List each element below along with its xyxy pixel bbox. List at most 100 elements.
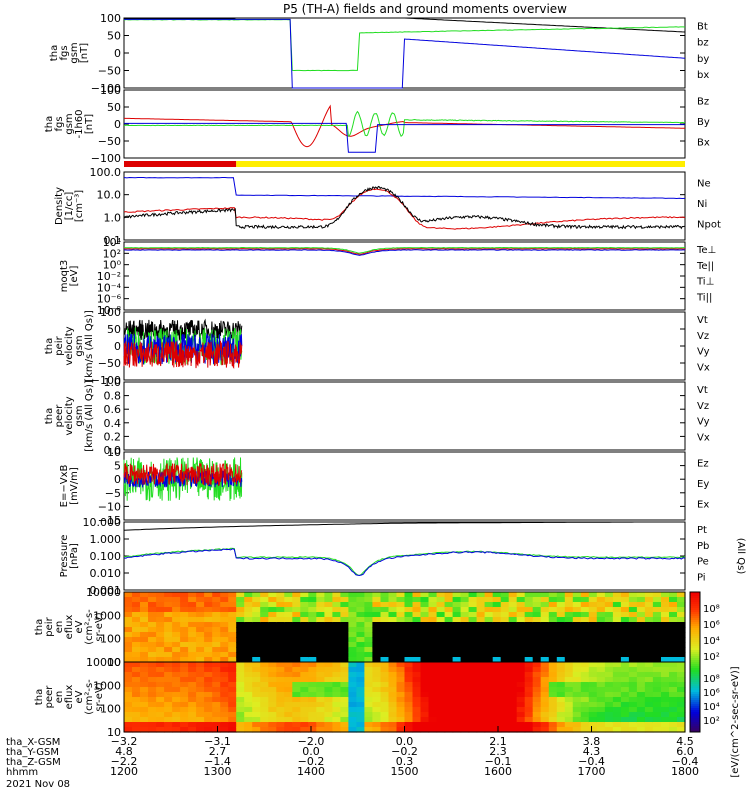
spectrogram-cell [508, 632, 518, 638]
spectrogram-cell [268, 682, 277, 688]
ylabel-line: Density [54, 187, 65, 225]
spectrogram-cell [148, 637, 157, 643]
spectrogram-cell [244, 692, 253, 698]
spectrogram-cell [372, 722, 381, 728]
ylabel-line: tha [34, 619, 45, 635]
spectrogram-cell [628, 652, 638, 658]
spectrogram-cell [428, 647, 438, 653]
spectrogram-cell [204, 662, 213, 668]
spectrogram-cell [644, 592, 654, 598]
ytick-label: 1.0 [104, 376, 122, 389]
spectrogram-cell [340, 602, 349, 608]
spectrogram-cell [492, 722, 502, 728]
spectrogram-cell [364, 707, 373, 713]
spectrogram-cell [620, 602, 630, 608]
side-label: (All Qs) [735, 538, 746, 575]
ytick-label: 0.8 [104, 390, 122, 403]
spectrogram-cell [596, 617, 606, 623]
spectrogram-cell [204, 642, 213, 648]
spectrogram-cell [332, 642, 341, 648]
spectrogram-cell [340, 697, 349, 703]
spectrogram-cell [644, 627, 654, 633]
spectrogram-cell [188, 632, 197, 638]
spectrogram-cell [452, 697, 462, 703]
spectrogram-cell [661, 682, 670, 688]
spectrogram-cell [212, 622, 221, 628]
spectrogram-cell [572, 682, 582, 688]
spectrogram-cell [580, 667, 590, 673]
spectrogram-cell [604, 597, 614, 603]
spectrogram-cell [212, 717, 221, 723]
spectrogram-cell [500, 602, 510, 608]
spectrogram-cell [364, 632, 373, 638]
colorbar-cell [690, 688, 700, 691]
spectrogram-cell [244, 602, 253, 608]
spectrogram-cell [308, 692, 317, 698]
spectrogram-cell [316, 667, 325, 673]
spectrogram-cell [620, 627, 630, 633]
xaxis-value: −0.4 [672, 755, 699, 768]
spectrogram-cell [180, 632, 189, 638]
spectrogram-cell [228, 717, 237, 723]
spectrogram-cell [260, 702, 269, 708]
spectrogram-cell [260, 627, 269, 633]
spectrogram-cell [324, 727, 333, 733]
spectrogram-cell [661, 692, 670, 698]
spectrogram-cell [244, 687, 253, 693]
spectrogram-cell [292, 627, 301, 633]
spectrogram-cell [300, 712, 309, 718]
spectrogram-cell [620, 612, 630, 618]
spectrogram-cell [669, 607, 678, 613]
spectrogram-cell [252, 632, 261, 638]
spectrogram-cell [540, 707, 550, 713]
ytick-label: 10 [107, 446, 121, 459]
spectrogram-cell [468, 652, 478, 658]
spectrogram-cell [484, 612, 494, 618]
spectrogram-cell [484, 672, 494, 678]
spectrogram-cell [292, 602, 301, 608]
spectrogram-cell [364, 612, 373, 618]
spectrogram-cell [420, 662, 430, 668]
spectrogram-cell [292, 717, 301, 723]
spectrogram-cell [524, 597, 534, 603]
spectrogram-cell [444, 632, 454, 638]
spectrogram-cell [669, 727, 678, 733]
spectrogram-cell [164, 642, 173, 648]
spectrogram-cell [677, 672, 686, 678]
spectrogram-cell [476, 642, 486, 648]
spectrogram-cell [324, 627, 333, 633]
spectrogram-cell [196, 627, 205, 633]
ylabel-line: peer [54, 404, 65, 428]
spectrogram-cell [452, 637, 462, 643]
spectrogram-cell [612, 602, 622, 608]
spectrogram-cell [669, 592, 678, 598]
panel-frame-density [123, 171, 686, 241]
spectrogram-cell [252, 652, 261, 658]
spectrogram-cell [460, 592, 470, 598]
ytick-label: 10² [103, 247, 121, 260]
spectrogram-cell [661, 647, 670, 653]
spectrogram-cell [468, 682, 478, 688]
spectrogram-cell [132, 592, 141, 598]
spectrogram-cell [644, 687, 654, 693]
spectrogram-cell [396, 692, 406, 698]
colorbar-tick: 10⁸ [703, 604, 720, 615]
spectrogram-cell [484, 637, 494, 643]
spectrogram-cell [524, 637, 534, 643]
spectrogram-cell [132, 667, 141, 673]
spectrogram-cell [180, 647, 189, 653]
ytick-label: 10.000 [83, 516, 122, 529]
spectrogram-cell [364, 702, 373, 708]
spectrogram-cell [324, 722, 333, 728]
spectrogram-cell [572, 647, 582, 653]
spectrogram-cell [677, 707, 686, 713]
spectrogram-cell [300, 682, 309, 688]
spectrogram-cell [388, 627, 398, 633]
spectrogram-cell [540, 652, 550, 658]
spectrogram-cell [564, 647, 574, 653]
spectrogram-cell [356, 672, 365, 678]
spectrogram-cell [396, 602, 406, 608]
spectrogram-cell [228, 667, 237, 673]
spectrogram-cell [628, 727, 638, 733]
spectrogram-cell [677, 647, 686, 653]
